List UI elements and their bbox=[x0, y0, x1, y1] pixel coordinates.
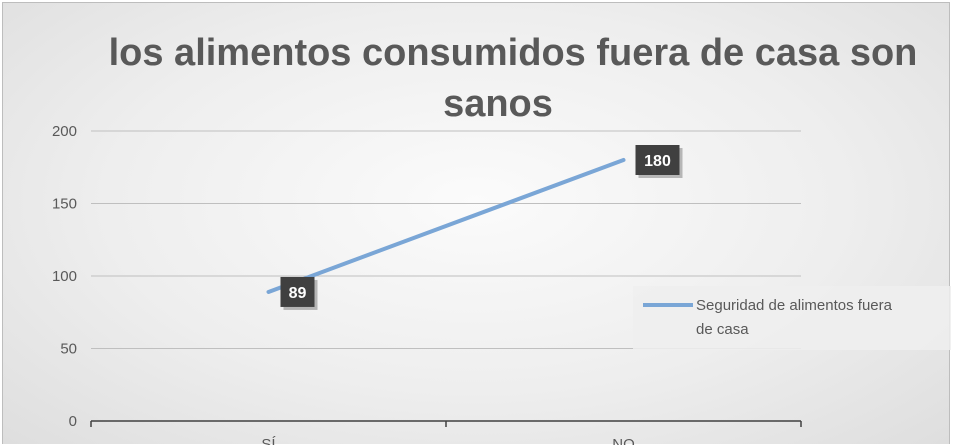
data-label: 89 bbox=[289, 285, 307, 302]
y-axis-tick-labels: 0 50 100 150 200 bbox=[52, 123, 77, 430]
y-tick-label: 0 bbox=[69, 413, 77, 430]
data-label-box bbox=[635, 145, 680, 175]
series-line bbox=[266, 158, 626, 294]
x-category-label: SÍ bbox=[261, 436, 276, 445]
series-group bbox=[266, 158, 626, 294]
y-tick-label: 150 bbox=[52, 196, 77, 213]
x-category-label: NO bbox=[612, 436, 635, 445]
line-chart: los alimentos consumidos fuera de casa s… bbox=[52, 32, 951, 445]
y-tick-label: 200 bbox=[52, 123, 77, 140]
data-label: 180 bbox=[644, 153, 671, 170]
y-tick-label: 50 bbox=[60, 341, 77, 358]
y-tick-label: 100 bbox=[52, 268, 77, 285]
data-labels: 89 180 bbox=[280, 145, 683, 310]
chart-title-line-1: los alimentos consumidos fuera de casa s… bbox=[109, 32, 918, 74]
legend-background bbox=[633, 286, 951, 350]
legend-label-line-2: de casa bbox=[696, 321, 749, 338]
data-label-box bbox=[280, 276, 315, 307]
chart-title-line-2: sanos bbox=[443, 83, 553, 125]
x-axis-category-labels: SÍ NO bbox=[261, 436, 634, 445]
x-axis bbox=[90, 420, 802, 427]
legend: Seguridad de alimentos fuera de casa bbox=[633, 286, 951, 350]
legend-label-line-1: Seguridad de alimentos fuera bbox=[696, 297, 893, 314]
